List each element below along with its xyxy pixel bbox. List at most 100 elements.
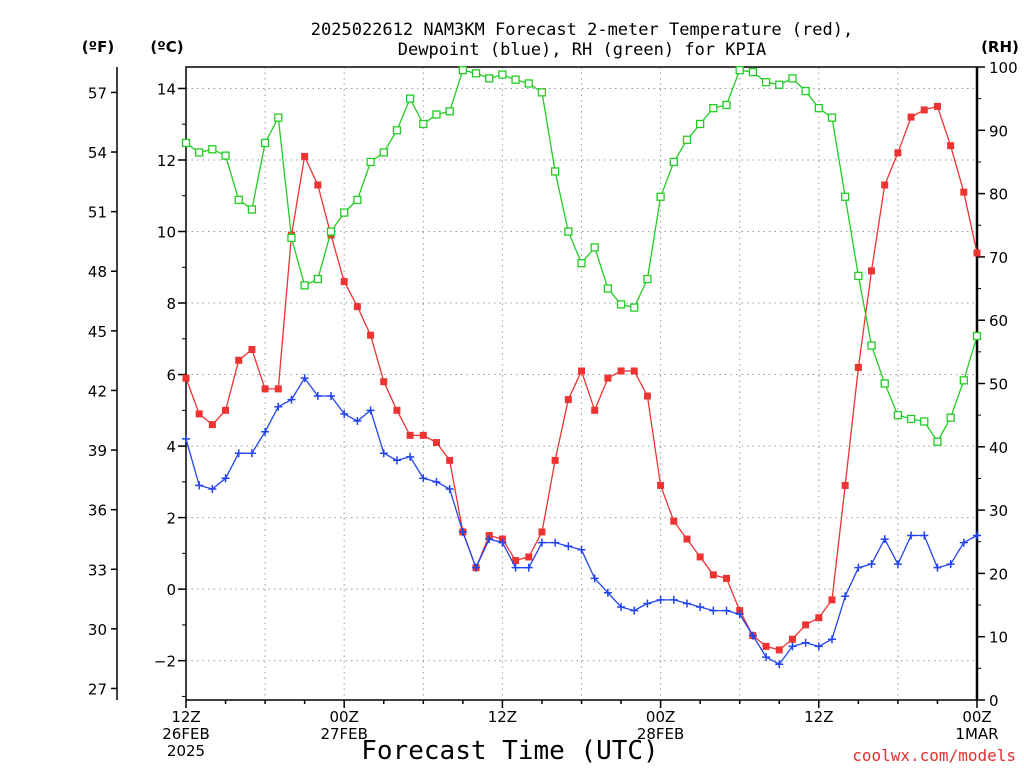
data-point bbox=[379, 449, 388, 458]
rh-tick-label: 50 bbox=[989, 376, 1008, 394]
data-point bbox=[340, 208, 349, 217]
celsius-tick-label: 2 bbox=[166, 510, 176, 528]
rh-tick-label: 80 bbox=[989, 186, 1008, 204]
data-point bbox=[419, 431, 427, 439]
data-point bbox=[841, 592, 850, 601]
data-point bbox=[314, 181, 322, 189]
data-point bbox=[511, 563, 520, 572]
data-point bbox=[788, 74, 797, 83]
fahrenheit-tick-label: 36 bbox=[88, 502, 107, 520]
data-point bbox=[471, 69, 481, 78]
data-point bbox=[274, 113, 283, 122]
data-point bbox=[247, 449, 256, 458]
data-point bbox=[537, 538, 546, 547]
data-point bbox=[564, 227, 573, 236]
data-point bbox=[446, 456, 454, 464]
data-point bbox=[260, 138, 270, 148]
data-point bbox=[762, 653, 771, 662]
data-point bbox=[947, 142, 955, 150]
data-point bbox=[709, 103, 718, 113]
x-tick-label: 1MAR bbox=[955, 725, 998, 743]
data-point bbox=[300, 281, 309, 290]
rh-tick-label: 60 bbox=[989, 312, 1008, 330]
fahrenheit-tick-label: 33 bbox=[88, 561, 107, 579]
data-point bbox=[591, 406, 599, 414]
data-point bbox=[247, 205, 257, 214]
data-point bbox=[524, 563, 533, 572]
x-tick-label: 12Z bbox=[171, 708, 200, 726]
data-point bbox=[722, 100, 731, 110]
rh-tick-label: 0 bbox=[989, 692, 999, 710]
fahrenheit-tick-label: 27 bbox=[88, 680, 107, 698]
data-point bbox=[656, 595, 665, 604]
data-point bbox=[406, 431, 414, 439]
data-point bbox=[696, 603, 705, 612]
data-point bbox=[195, 481, 204, 490]
data-point bbox=[195, 148, 204, 157]
data-point bbox=[735, 66, 744, 75]
celsius-tick-label: 8 bbox=[166, 295, 176, 313]
data-point bbox=[854, 271, 863, 281]
data-point bbox=[748, 631, 757, 640]
data-point bbox=[366, 406, 375, 415]
series-line bbox=[185, 376, 978, 666]
data-point bbox=[881, 181, 889, 189]
data-point bbox=[854, 363, 862, 371]
data-point bbox=[327, 392, 336, 401]
data-point bbox=[511, 75, 520, 84]
data-point bbox=[723, 574, 731, 582]
x-tick-label: 27FEB bbox=[320, 725, 367, 743]
data-point bbox=[893, 560, 902, 569]
rh-tick-label: 10 bbox=[989, 629, 1008, 647]
data-point bbox=[261, 385, 269, 393]
data-point bbox=[814, 642, 823, 651]
x-tick-label: 00Z bbox=[330, 708, 359, 726]
data-point bbox=[380, 378, 388, 386]
data-point bbox=[525, 553, 533, 561]
data-point bbox=[643, 599, 652, 608]
fahrenheit-tick-label: 48 bbox=[88, 263, 107, 281]
data-point bbox=[643, 274, 652, 284]
data-point bbox=[972, 331, 982, 341]
data-point bbox=[261, 427, 270, 436]
x-tick-label: 00Z bbox=[646, 708, 675, 726]
data-series bbox=[181, 66, 982, 669]
x-tick-label: 26FEB bbox=[162, 725, 209, 743]
data-point bbox=[709, 571, 717, 579]
data-point bbox=[393, 406, 401, 414]
data-point bbox=[353, 303, 361, 311]
data-point bbox=[590, 574, 599, 583]
plot-grid bbox=[186, 67, 977, 700]
data-point bbox=[313, 274, 322, 284]
data-point bbox=[696, 553, 704, 561]
data-point bbox=[762, 642, 770, 650]
data-point bbox=[669, 157, 678, 167]
data-point bbox=[775, 646, 783, 654]
data-point bbox=[788, 642, 797, 651]
data-point bbox=[234, 449, 243, 458]
data-point bbox=[326, 227, 336, 236]
x-tick-label: 12Z bbox=[488, 708, 517, 726]
data-point bbox=[696, 119, 705, 129]
data-point bbox=[788, 635, 796, 643]
data-point bbox=[181, 138, 191, 148]
data-point bbox=[551, 456, 559, 464]
data-point bbox=[564, 396, 572, 404]
fahrenheit-tick-label: 30 bbox=[88, 621, 107, 639]
celsius-tick-label: 6 bbox=[166, 367, 176, 385]
fahrenheit-unit-label: (ºF) bbox=[82, 38, 114, 56]
x-tick-label: 2025 bbox=[167, 742, 205, 760]
data-point bbox=[524, 79, 533, 88]
data-point bbox=[669, 595, 678, 604]
data-point bbox=[300, 374, 309, 383]
data-point bbox=[208, 485, 217, 493]
celsius-tick-label: 14 bbox=[157, 80, 176, 98]
data-point bbox=[353, 417, 362, 426]
data-point bbox=[603, 284, 613, 293]
data-point bbox=[617, 367, 625, 375]
data-point bbox=[960, 188, 968, 196]
chart-subtitle: Dewpoint (blue), RH (green) for KPIA bbox=[398, 40, 766, 60]
data-point bbox=[802, 621, 810, 629]
